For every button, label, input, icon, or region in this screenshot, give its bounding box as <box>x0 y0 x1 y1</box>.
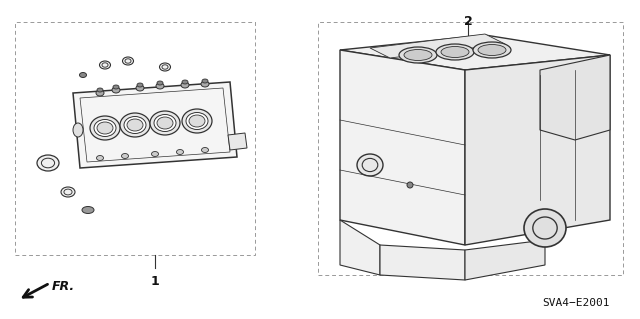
Ellipse shape <box>97 88 103 92</box>
Ellipse shape <box>157 81 163 85</box>
Ellipse shape <box>441 47 469 57</box>
Ellipse shape <box>150 111 180 135</box>
Ellipse shape <box>99 61 111 69</box>
Ellipse shape <box>96 90 104 96</box>
Ellipse shape <box>73 123 83 137</box>
Ellipse shape <box>82 206 94 213</box>
Polygon shape <box>465 240 545 280</box>
Ellipse shape <box>122 153 129 159</box>
Ellipse shape <box>201 81 209 87</box>
Ellipse shape <box>79 72 86 78</box>
Ellipse shape <box>102 63 108 67</box>
Polygon shape <box>340 35 610 70</box>
Polygon shape <box>465 55 610 245</box>
Ellipse shape <box>162 65 168 69</box>
Polygon shape <box>540 55 610 140</box>
Ellipse shape <box>125 59 131 63</box>
Ellipse shape <box>137 83 143 87</box>
Ellipse shape <box>120 113 150 137</box>
Ellipse shape <box>152 152 159 157</box>
Ellipse shape <box>202 79 208 83</box>
Ellipse shape <box>90 116 120 140</box>
Polygon shape <box>340 50 465 245</box>
Ellipse shape <box>189 115 205 127</box>
Ellipse shape <box>112 87 120 93</box>
Ellipse shape <box>202 147 209 152</box>
Ellipse shape <box>533 217 557 239</box>
Ellipse shape <box>182 80 188 84</box>
Ellipse shape <box>404 49 432 61</box>
Ellipse shape <box>42 158 54 168</box>
Ellipse shape <box>186 113 208 130</box>
Ellipse shape <box>136 85 144 91</box>
Ellipse shape <box>97 122 113 134</box>
Ellipse shape <box>127 119 143 131</box>
Ellipse shape <box>177 150 184 154</box>
Ellipse shape <box>478 44 506 56</box>
Polygon shape <box>228 133 247 150</box>
Text: SVA4−E2001: SVA4−E2001 <box>543 298 610 308</box>
Text: 1: 1 <box>150 275 159 288</box>
Ellipse shape <box>37 155 59 171</box>
Bar <box>15 22 255 255</box>
Polygon shape <box>340 220 380 275</box>
Ellipse shape <box>399 47 437 63</box>
Ellipse shape <box>473 42 511 58</box>
Ellipse shape <box>154 115 176 131</box>
Ellipse shape <box>113 85 119 89</box>
Ellipse shape <box>181 82 189 88</box>
Ellipse shape <box>124 116 146 133</box>
Ellipse shape <box>362 159 378 172</box>
Ellipse shape <box>122 57 134 65</box>
Ellipse shape <box>64 189 72 195</box>
Ellipse shape <box>157 117 173 129</box>
Polygon shape <box>380 245 465 280</box>
Ellipse shape <box>156 83 164 89</box>
Text: 2: 2 <box>463 15 472 28</box>
Ellipse shape <box>159 63 170 71</box>
Ellipse shape <box>436 44 474 60</box>
Polygon shape <box>370 34 505 58</box>
Ellipse shape <box>97 155 104 160</box>
Ellipse shape <box>61 187 75 197</box>
Ellipse shape <box>94 120 116 137</box>
Bar <box>318 22 623 275</box>
Ellipse shape <box>407 182 413 188</box>
Ellipse shape <box>182 109 212 133</box>
Ellipse shape <box>357 154 383 176</box>
Ellipse shape <box>524 209 566 247</box>
Polygon shape <box>73 82 237 168</box>
Text: FR.: FR. <box>52 279 75 293</box>
